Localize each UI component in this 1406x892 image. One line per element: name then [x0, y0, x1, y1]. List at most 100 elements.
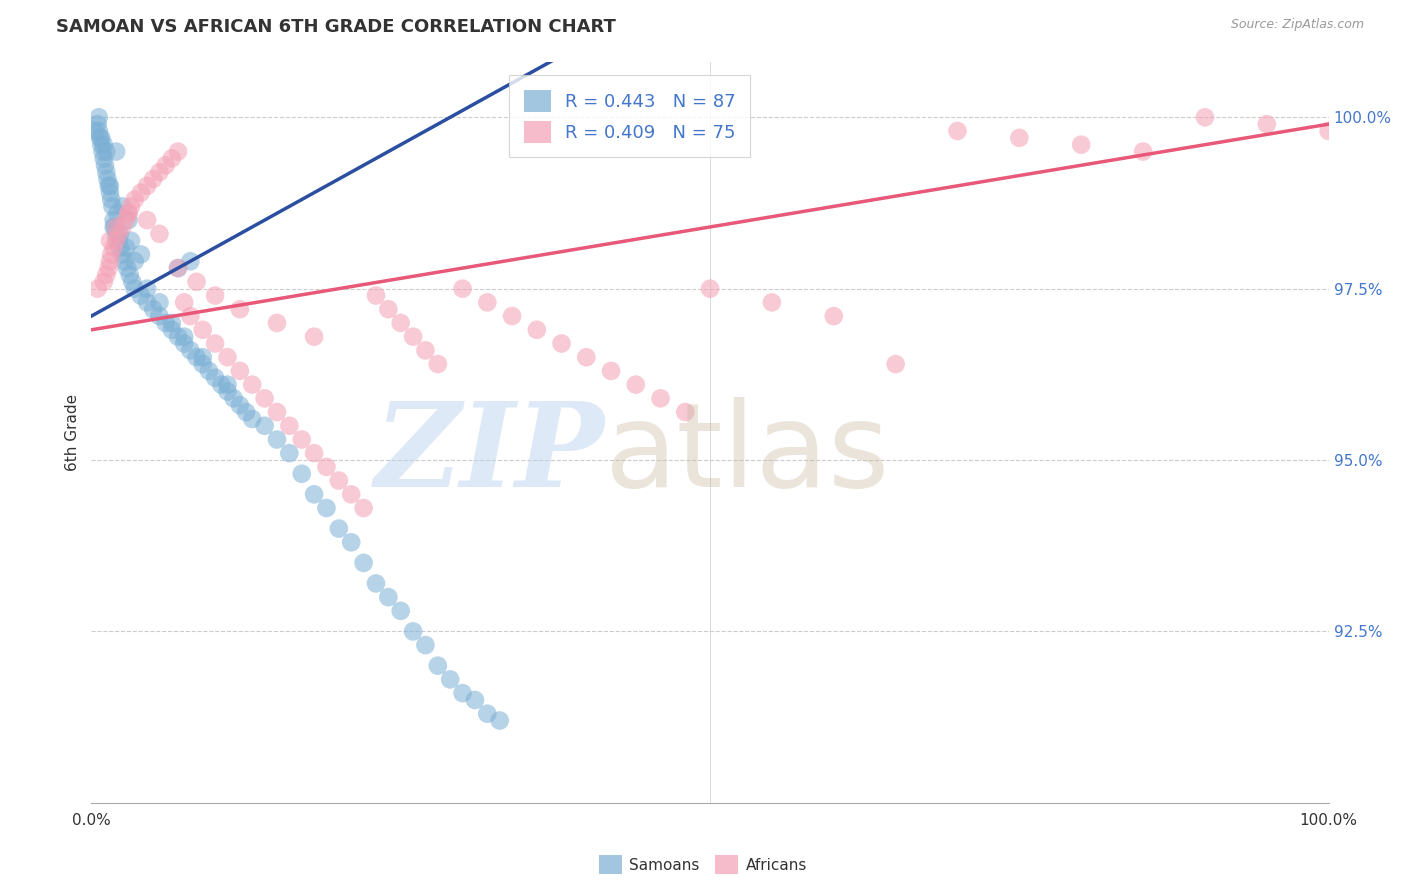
Point: [198, 364, 221, 378]
Point: [464, 693, 486, 707]
Point: [278, 418, 301, 433]
Point: [86, 117, 108, 131]
Point: [173, 329, 195, 343]
Point: [100, 247, 122, 261]
Point: [142, 172, 165, 186]
Point: [155, 316, 177, 330]
Point: [217, 384, 239, 399]
Point: [402, 329, 425, 343]
Point: [100, 193, 122, 207]
Point: [823, 309, 845, 323]
Point: [148, 227, 170, 241]
Point: [217, 350, 239, 364]
Point: [477, 295, 499, 310]
Point: [204, 288, 226, 302]
Point: [115, 213, 138, 227]
Point: [415, 638, 437, 652]
Point: [575, 350, 598, 364]
Point: [148, 295, 170, 310]
Point: [105, 234, 128, 248]
Point: [291, 433, 314, 447]
Point: [86, 282, 108, 296]
Point: [240, 412, 263, 426]
Point: [415, 343, 437, 358]
Point: [946, 124, 969, 138]
Point: [96, 268, 118, 282]
Point: [179, 254, 201, 268]
Point: [129, 186, 152, 200]
Point: [111, 199, 134, 213]
Point: [108, 241, 131, 255]
Point: [439, 673, 461, 687]
Point: [117, 206, 139, 220]
Point: [191, 350, 214, 364]
Point: [118, 268, 141, 282]
Point: [204, 371, 226, 385]
Point: [340, 535, 363, 549]
Point: [105, 227, 128, 241]
Point: [1070, 137, 1092, 152]
Point: [451, 282, 474, 296]
Point: [98, 178, 121, 193]
Point: [315, 501, 337, 516]
Point: [98, 186, 121, 200]
Point: [253, 418, 276, 433]
Point: [186, 275, 208, 289]
Point: [209, 377, 232, 392]
Point: [103, 241, 125, 255]
Point: [302, 446, 325, 460]
Point: [94, 158, 117, 172]
Point: [89, 131, 111, 145]
Point: [167, 261, 190, 276]
Point: [340, 487, 363, 501]
Point: [353, 501, 375, 516]
Point: [105, 145, 128, 159]
Point: [136, 282, 159, 296]
Point: [191, 323, 214, 337]
Point: [600, 364, 623, 378]
Legend: Samoans, Africans: Samoans, Africans: [593, 849, 813, 880]
Point: [377, 302, 399, 317]
Point: [204, 336, 226, 351]
Point: [96, 145, 118, 159]
Point: [550, 336, 572, 351]
Point: [402, 624, 425, 639]
Point: [699, 282, 721, 296]
Point: [97, 261, 120, 276]
Point: [96, 165, 118, 179]
Point: [84, 124, 107, 138]
Point: [117, 206, 139, 220]
Point: [93, 152, 115, 166]
Point: [107, 227, 129, 241]
Point: [364, 576, 387, 591]
Point: [389, 604, 412, 618]
Text: SAMOAN VS AFRICAN 6TH GRADE CORRELATION CHART: SAMOAN VS AFRICAN 6TH GRADE CORRELATION …: [56, 18, 616, 36]
Point: [179, 343, 201, 358]
Point: [426, 658, 449, 673]
Point: [120, 234, 142, 248]
Point: [105, 206, 128, 220]
Point: [91, 145, 114, 159]
Point: [186, 350, 208, 364]
Point: [173, 336, 195, 351]
Point: [477, 706, 499, 721]
Point: [90, 131, 112, 145]
Point: [108, 227, 131, 241]
Point: [315, 459, 337, 474]
Point: [179, 309, 201, 323]
Point: [761, 295, 783, 310]
Point: [650, 392, 672, 406]
Point: [117, 261, 139, 276]
Point: [114, 254, 136, 268]
Point: [104, 219, 127, 234]
Point: [87, 124, 110, 138]
Point: [1132, 145, 1154, 159]
Text: ZIP: ZIP: [375, 397, 605, 512]
Point: [488, 714, 510, 728]
Point: [136, 213, 159, 227]
Text: Source: ZipAtlas.com: Source: ZipAtlas.com: [1230, 18, 1364, 31]
Point: [103, 219, 125, 234]
Point: [96, 172, 118, 186]
Point: [129, 247, 152, 261]
Point: [111, 219, 134, 234]
